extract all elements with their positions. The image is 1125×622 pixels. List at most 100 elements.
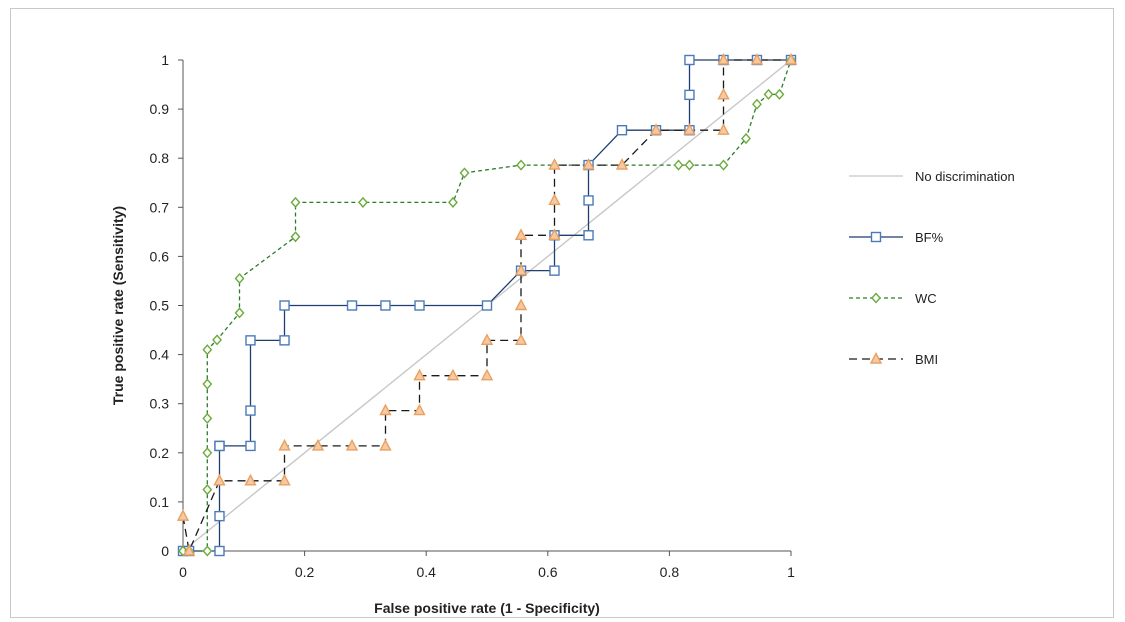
legend-label: No discrimination [915,169,1015,184]
x-tick-label: 0.6 [538,564,558,580]
legend-swatch-marker [869,351,883,364]
series-line-bf [183,59,791,552]
data-point-bmi [717,123,730,135]
x-tick-label: 0.2 [295,564,315,580]
data-point-wc [763,88,774,100]
data-point-bf [214,545,225,557]
y-tick-label: 0.1 [150,494,170,510]
data-point-bmi [413,403,426,416]
data-point-bmi [213,473,226,486]
data-point-wc [202,378,213,390]
data-point-wc [234,307,245,319]
legend-item-wc: WC [849,291,937,306]
data-point-bmi [717,87,730,100]
data-point-bmi [514,298,528,311]
data-point-bf [684,54,695,66]
x-tick-label: 0.4 [416,564,436,580]
data-point-wc [752,98,762,110]
legend-item-no-discrimination: No discrimination [849,169,1015,184]
chart-series-markers [176,52,798,557]
data-point-wc [202,447,213,459]
data-point-bmi [548,158,561,170]
data-point-bmi [379,438,392,451]
x-axis-title: False positive rate (1 - Specificity) [374,600,600,616]
data-point-bf [583,195,594,206]
data-point-bmi [548,193,561,206]
legend-swatch-marker [871,292,881,304]
data-point-wc [448,196,458,208]
data-point-bmi [514,263,528,276]
y-tick-label: 0.8 [150,150,170,166]
data-point-bmi [750,52,764,65]
data-point-wc [718,159,729,171]
x-tick-label: 1 [787,564,795,580]
data-point-bmi [784,52,798,65]
data-point-bmi [649,123,663,135]
y-tick-label: 0.5 [150,298,170,314]
data-point-bmi [311,438,325,451]
y-tick-label: 0.7 [150,199,170,215]
data-point-wc [290,231,301,243]
data-point-bf [380,300,391,311]
chart-legend: No discrimination BF% WC BMI [849,169,1015,367]
data-point-bf [279,300,290,311]
data-point-bf [245,335,256,346]
data-point-wc [290,196,301,208]
data-point-bmi [413,368,426,381]
data-point-wc [202,484,213,496]
data-point-wc [516,159,526,171]
data-point-bf [684,89,695,101]
legend-label: BF% [915,230,944,245]
chart-tick-labels: 0 0.1 0.2 0.3 0.4 0.5 0.6 0.7 0.8 0.9 1 0 0.2 0.4 0.6 0… [150,52,796,580]
data-point-bmi [244,473,257,486]
data-point-bmi [514,228,528,240]
y-tick-label: 0.2 [150,445,170,461]
data-point-wc [358,196,368,208]
data-point-wc [741,133,751,145]
data-point-wc [459,167,470,179]
y-tick-label: 0.6 [150,248,170,264]
data-point-bf [481,300,493,311]
data-point-bf [583,230,594,241]
data-point-bmi [548,228,561,240]
legend-label: BMI [915,352,938,367]
y-tick-label: 0 [161,543,169,559]
data-point-bf [245,440,256,452]
legend-item-bf: BF% [849,230,944,245]
data-point-wc [202,412,213,424]
data-point-wc [774,88,785,100]
data-point-wc [202,344,213,356]
data-point-bf [346,300,358,311]
data-point-wc [202,545,213,557]
data-point-bmi [182,543,196,556]
y-axis-title: True positive rate (Sensitivity) [110,206,126,405]
data-point-bf [214,510,225,522]
roc-chart: 0 0.1 0.2 0.3 0.4 0.5 0.6 0.7 0.8 0.9 1 0 0.2 0.4 0.6 0… [110,52,1015,616]
y-tick-label: 0.3 [150,396,170,412]
y-tick-label: 0.4 [150,347,170,363]
data-point-bf [279,335,290,346]
data-point-wc [234,272,245,285]
data-point-bmi [683,123,696,135]
y-tick-label: 1 [161,52,169,68]
data-point-bf [245,405,256,416]
data-point-bmi [278,473,291,486]
data-point-wc [684,159,695,171]
data-point-bmi [446,368,460,381]
data-point-bf [414,300,425,311]
data-point-bmi [514,333,528,346]
data-point-bmi [345,438,359,451]
x-tick-label: 0.8 [660,564,680,580]
legend-label: WC [915,291,937,306]
data-point-bmi [278,438,291,451]
data-point-bmi [176,509,190,521]
data-point-wc [212,334,222,346]
data-point-bmi [615,158,629,170]
data-point-bmi [717,52,730,65]
data-point-bmi [480,368,494,381]
data-point-bmi [379,403,392,416]
data-point-bf [214,440,225,452]
chart-frame: 0 0.1 0.2 0.3 0.4 0.5 0.6 0.7 0.8 0.9 1 0 0.2 0.4 0.6 0… [10,8,1114,618]
data-point-bmi [582,158,595,170]
legend-swatch-marker [870,231,882,243]
